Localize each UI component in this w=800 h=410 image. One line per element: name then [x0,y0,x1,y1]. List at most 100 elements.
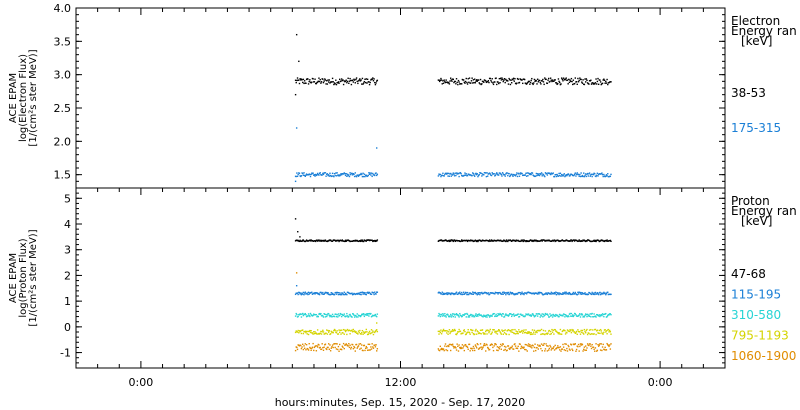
data-point [443,293,445,296]
data-point [296,77,299,79]
data-point [438,79,440,81]
data-point [505,293,507,296]
data-point [537,291,540,294]
data-point [596,349,599,352]
data-point [481,348,483,351]
data-point [554,240,556,243]
data-point [370,332,372,334]
data-point [302,291,305,294]
data-point [544,172,547,174]
data-point [320,333,323,335]
data-point [448,81,450,84]
data-point [463,314,466,316]
data-point [590,293,593,296]
data-point [303,313,306,316]
data-point [553,349,556,351]
data-point [491,331,493,333]
data-point [579,345,581,348]
data-point [600,83,602,86]
data-point [361,77,364,80]
data-point [458,81,460,83]
data-point [529,173,531,176]
data-point [527,175,529,177]
data-point [372,172,374,175]
data-point [470,80,473,82]
data-point [455,78,458,80]
data-point [591,343,593,346]
data-point [472,349,474,352]
data-point [601,172,603,174]
data-point [312,314,314,317]
data-point [476,343,478,345]
data-point [456,332,458,335]
data-point [579,293,582,295]
data-point [518,175,521,177]
data-point [344,239,347,241]
data-point [325,332,327,334]
data-point [595,316,597,318]
data-point [529,332,531,334]
data-point [569,174,571,177]
data-point [363,331,365,333]
data-point [522,292,525,295]
data-point [449,332,451,335]
data-point [445,293,447,295]
data-point [300,344,302,347]
data-point [296,348,299,351]
series-electron-0 [294,33,612,96]
data-point [590,173,593,175]
data-point [329,350,332,352]
data-point [333,82,336,84]
series-proton-3 [294,322,612,336]
data-point [607,291,609,293]
data-point [324,343,327,345]
data-point [448,175,451,177]
data-point [442,348,445,350]
data-point [333,315,336,318]
data-point [480,333,482,335]
data-point [472,173,475,175]
data-point [579,173,581,176]
data-point [597,239,600,242]
data-point [548,329,551,332]
data-point [454,80,456,83]
data-point [294,180,297,183]
data-point [484,333,486,335]
data-point [565,343,567,345]
data-point [488,348,491,351]
data-point [327,343,330,345]
data-point [573,292,576,295]
data-point [451,174,454,176]
data-point [481,83,483,85]
data-point [536,315,539,317]
data-point [353,345,355,348]
data-point [324,239,327,241]
proton-legend-title: Proton [731,194,770,208]
data-point [440,347,443,350]
data-point [575,175,577,177]
data-point [542,344,545,346]
data-point [440,313,443,316]
data-point [370,348,373,350]
data-point [457,350,460,352]
data-point [592,329,594,331]
data-point [540,343,543,345]
data-point [303,345,305,347]
data-point [555,293,558,296]
data-point [335,293,338,295]
data-point [581,292,584,294]
data-point [367,292,369,295]
data-point [558,172,560,175]
data-point [564,293,567,295]
data-point [335,332,338,334]
data-point [583,346,586,348]
data-point [448,331,450,333]
data-point [366,331,368,333]
data-point [583,175,586,178]
data-point [358,343,360,345]
data-point [330,292,332,294]
data-point [327,329,329,332]
data-point [333,175,335,178]
data-point [323,240,325,242]
data-point [544,77,546,79]
